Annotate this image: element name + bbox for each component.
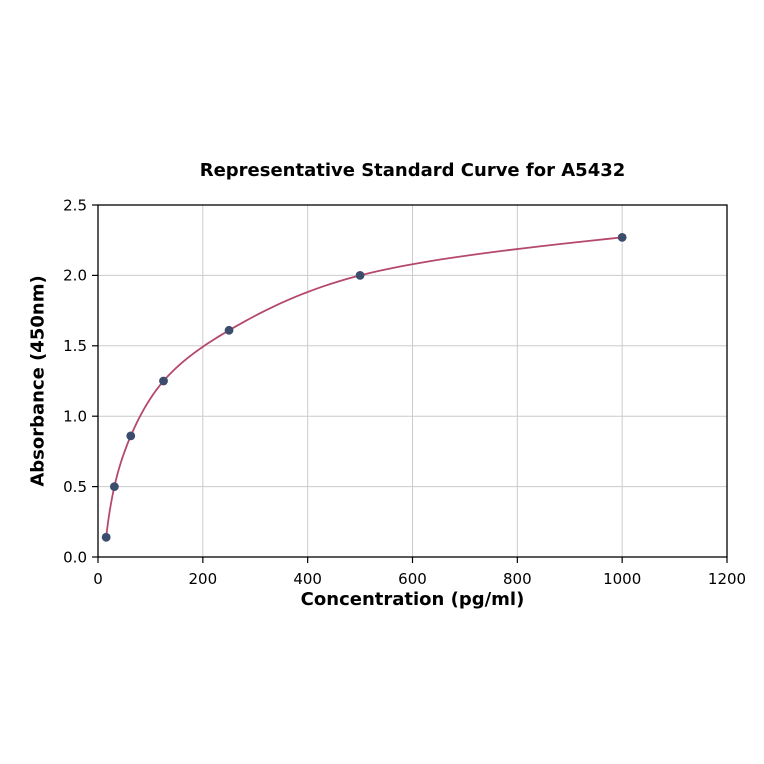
- x-axis-label: Concentration (pg/ml): [300, 589, 525, 610]
- x-tick-label: 1200: [708, 570, 746, 588]
- x-tick-label: 0: [93, 570, 103, 588]
- fit-curve: [105, 236, 624, 539]
- x-tick-label: 600: [398, 570, 427, 588]
- data-point: [126, 431, 136, 441]
- data-point: [355, 271, 365, 280]
- chart-title: Representative Standard Curve for A5432: [199, 160, 626, 181]
- x-tick-label: 200: [189, 570, 218, 588]
- y-tick-label: 1.0: [63, 407, 87, 425]
- x-tick-label: 800: [503, 570, 532, 588]
- data-point: [617, 232, 627, 242]
- y-tick-label: 0.0: [63, 548, 87, 566]
- y-tick-label: 2.0: [63, 267, 87, 285]
- gridlines: [98, 205, 728, 557]
- data-points: [101, 232, 627, 542]
- x-tick-label: 1000: [603, 570, 641, 588]
- y-tick-label: 0.5: [63, 478, 87, 496]
- plot-frame: [97, 204, 728, 558]
- data-point: [101, 532, 111, 542]
- x-tick-label: 400: [293, 570, 322, 588]
- y-tick-label: 1.5: [63, 337, 87, 355]
- data-point: [159, 376, 168, 386]
- y-tick-label: 2.5: [63, 196, 87, 214]
- axis-ticks: 0 200 400 600 800 1000 1200 0.0 0.5 1.0 1.5 2.0 2.5: [63, 196, 746, 588]
- data-point: [224, 325, 234, 335]
- data-point: [109, 482, 119, 491]
